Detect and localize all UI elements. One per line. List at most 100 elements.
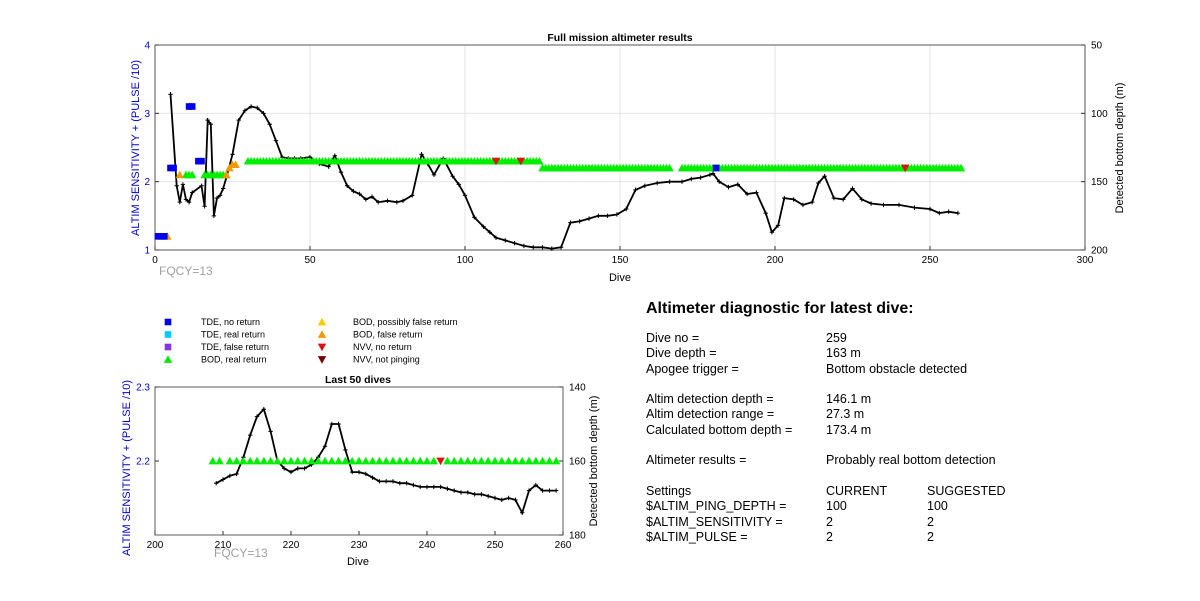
legend-label: TDE, false return bbox=[201, 342, 269, 352]
depth-point bbox=[896, 202, 902, 208]
depth-point bbox=[577, 219, 582, 224]
depth-point bbox=[841, 197, 846, 202]
nvv-marker bbox=[491, 157, 501, 166]
x-tick-label: 50 bbox=[304, 255, 316, 266]
depth-point bbox=[744, 191, 750, 197]
depth-point bbox=[174, 183, 179, 188]
sub-chart-title: Last 50 dives bbox=[325, 374, 391, 386]
dive-depth-value: 163 m bbox=[826, 346, 861, 361]
depth-point bbox=[261, 111, 266, 116]
setting-suggested: 2 bbox=[927, 514, 934, 529]
main-ticks: 0 50 100 150 200 250 300 1 2 3 4 50 100 150 200 bbox=[144, 41, 1108, 267]
depth-point bbox=[208, 122, 213, 127]
setting-name: $ALTIM_PING_DEPTH = bbox=[646, 499, 787, 514]
depth-point bbox=[377, 479, 382, 484]
bod-marker bbox=[490, 456, 500, 465]
bod-marker bbox=[361, 456, 370, 465]
depth-point bbox=[350, 469, 355, 475]
depth-point bbox=[707, 172, 713, 178]
detection-depth-label: Altim detection depth = bbox=[646, 392, 774, 407]
depth-point bbox=[282, 466, 287, 471]
nvv-marker bbox=[516, 157, 525, 166]
depth-point bbox=[419, 152, 424, 157]
depth-point bbox=[698, 175, 703, 180]
bod-marker bbox=[314, 456, 323, 465]
depth-point bbox=[679, 179, 685, 184]
apogee-row: Apogee trigger = Bottom obstacle detecte… bbox=[646, 362, 1066, 377]
depth-point bbox=[667, 179, 672, 184]
apogee-label: Apogee trigger = bbox=[646, 361, 739, 376]
bod-marker bbox=[222, 170, 231, 179]
depth-point bbox=[183, 197, 189, 202]
bod-marker bbox=[273, 456, 282, 465]
diagnostic-heading: Altimeter diagnostic for latest dive: bbox=[646, 300, 914, 317]
legend: TDE, no return TDE, real return TDE, false… bbox=[163, 317, 458, 365]
sub-fqcy-annotation: FQCY=13 bbox=[214, 546, 268, 560]
bod-marker bbox=[538, 456, 547, 465]
depth-point bbox=[186, 199, 192, 205]
main-left-axis-label: ALTIM SENSITIVITY + (PULSE /10) bbox=[130, 60, 142, 236]
main-right-axis-label: Detected bottom depth (m) bbox=[1114, 83, 1126, 214]
depth-point bbox=[493, 235, 499, 240]
depth-point bbox=[288, 469, 294, 475]
calculated-depth-value: 173.4 m bbox=[826, 422, 872, 437]
y-right-tick-label: 200 bbox=[1091, 246, 1108, 257]
tde-marker bbox=[188, 103, 196, 110]
depth-point bbox=[859, 197, 864, 202]
depth-point bbox=[168, 92, 173, 97]
depth-point bbox=[338, 169, 344, 175]
depth-point bbox=[633, 187, 638, 193]
depth-point bbox=[912, 205, 917, 210]
depth-point bbox=[456, 182, 461, 187]
results-label: Altimeter results = bbox=[646, 453, 747, 468]
bod-marker bbox=[239, 456, 248, 465]
bod-marker bbox=[388, 456, 398, 465]
depth-point bbox=[254, 414, 260, 419]
depth-line bbox=[169, 94, 959, 250]
depth-point bbox=[881, 202, 886, 208]
depth-point bbox=[946, 209, 951, 214]
depth-point bbox=[351, 189, 356, 194]
depth-point bbox=[220, 477, 226, 482]
x-tick-label: 300 bbox=[1077, 255, 1094, 266]
depth-point bbox=[614, 212, 620, 217]
depth-point bbox=[255, 105, 260, 111]
depth-point bbox=[452, 488, 457, 493]
depth-point bbox=[322, 444, 328, 449]
setting-name: $ALTIM_PULSE = bbox=[646, 529, 748, 544]
legend-square-marker bbox=[164, 318, 172, 326]
depth-point bbox=[540, 488, 545, 493]
depth-point bbox=[791, 197, 796, 202]
main-grid bbox=[154, 44, 1086, 251]
bod-marker bbox=[286, 456, 296, 465]
bod-marker bbox=[422, 456, 432, 465]
bod-real-marker bbox=[956, 163, 966, 172]
depth-point bbox=[214, 481, 219, 486]
calculated-depth-row: Calculated bottom depth = 173.4 m bbox=[646, 423, 1066, 438]
setting-suggested: 2 bbox=[927, 529, 934, 544]
depth-point bbox=[513, 497, 518, 503]
bod-marker bbox=[252, 456, 262, 465]
y-right-tick-label: 180 bbox=[569, 531, 586, 542]
depth-point bbox=[400, 198, 406, 203]
bod-marker bbox=[231, 160, 240, 168]
depth-point bbox=[472, 492, 477, 497]
bod-marker bbox=[368, 456, 377, 465]
suggested-header: SUGGESTED bbox=[927, 483, 1006, 498]
detection-depth-value: 146.1 m bbox=[826, 392, 872, 407]
depth-point bbox=[397, 481, 402, 486]
depth-point bbox=[850, 186, 855, 191]
depth-point bbox=[390, 479, 396, 484]
depth-point bbox=[211, 213, 217, 219]
bod-marker bbox=[477, 456, 486, 465]
x-tick-label: 0 bbox=[152, 255, 158, 266]
depth-point bbox=[384, 479, 389, 484]
results-row: Altimeter results = Probably real bottom… bbox=[646, 453, 1066, 468]
legend-square-marker bbox=[164, 343, 172, 351]
depth-point bbox=[782, 195, 787, 201]
detection-depth-row: Altim detection depth = 146.1 m bbox=[646, 392, 1066, 407]
y-left-tick-label: 2.2 bbox=[136, 457, 150, 468]
setting-suggested: 100 bbox=[927, 499, 948, 514]
depth-point bbox=[369, 194, 375, 199]
